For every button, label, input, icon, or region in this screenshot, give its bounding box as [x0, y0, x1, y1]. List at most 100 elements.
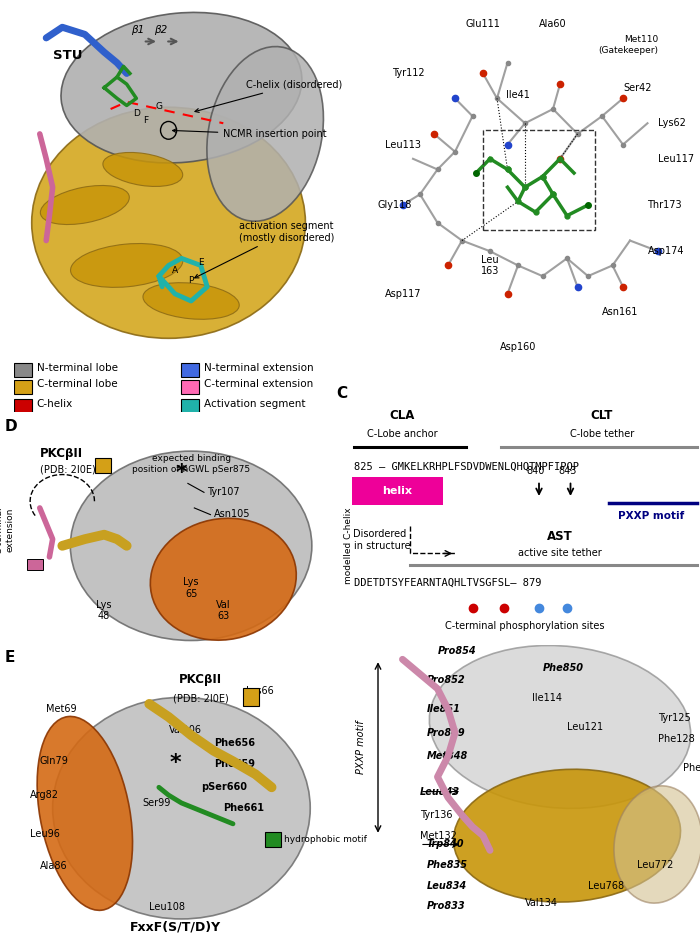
Text: NCMR insertion point: NCMR insertion point: [173, 129, 327, 139]
Bar: [483, 131, 595, 230]
Text: Asn105: Asn105: [214, 509, 250, 519]
Text: Leu96: Leu96: [30, 830, 60, 839]
Text: Phe128: Phe128: [658, 734, 694, 743]
Text: Ser99: Ser99: [143, 798, 172, 808]
Text: PKCβII: PKCβII: [40, 447, 83, 460]
Text: E: E: [198, 259, 204, 267]
Text: C-terminal extension: C-terminal extension: [204, 379, 313, 390]
Text: activation segment
(mostly disordered): activation segment (mostly disordered): [195, 221, 335, 278]
Text: Ala86: Ala86: [40, 861, 67, 870]
Text: Phe850: Phe850: [542, 664, 584, 673]
Text: Thr173: Thr173: [648, 200, 682, 210]
Text: PXXP motif: PXXP motif: [356, 720, 365, 775]
Text: (PDB: 2I0E): (PDB: 2I0E): [40, 465, 95, 474]
Text: Lys66: Lys66: [246, 685, 274, 696]
Text: Phe771: Phe771: [682, 763, 700, 773]
Text: Phe656: Phe656: [214, 738, 255, 748]
Text: Glu111: Glu111: [466, 19, 500, 28]
Text: expected binding
position of hGWL pSer875: expected binding position of hGWL pSer87…: [132, 454, 250, 474]
Text: Leu113: Leu113: [385, 139, 421, 150]
Bar: [243, 688, 259, 706]
Text: C-Lobe anchor: C-Lobe anchor: [368, 429, 438, 440]
Text: β1: β1: [132, 25, 145, 34]
Ellipse shape: [143, 283, 239, 319]
Ellipse shape: [52, 698, 310, 919]
Text: Arg82: Arg82: [30, 790, 59, 800]
Text: Leu117: Leu117: [658, 154, 694, 164]
Text: Lys
65: Lys 65: [183, 577, 199, 599]
Text: C-lobe tether: C-lobe tether: [570, 429, 634, 440]
Ellipse shape: [614, 786, 700, 903]
Ellipse shape: [103, 153, 183, 187]
Text: Leu108: Leu108: [149, 902, 186, 912]
Text: Pro849: Pro849: [427, 728, 466, 738]
Text: Met132: Met132: [420, 830, 457, 841]
Text: Tyr107: Tyr107: [207, 486, 240, 497]
Text: Disordered
in structure: Disordered in structure: [354, 529, 410, 551]
Text: Leu768: Leu768: [588, 881, 624, 890]
Text: (PDB: 2I0E): (PDB: 2I0E): [173, 693, 229, 703]
Text: β2: β2: [154, 25, 167, 34]
Ellipse shape: [150, 519, 296, 640]
Ellipse shape: [207, 46, 323, 221]
Text: FxxF(S/T/D)Y: FxxF(S/T/D)Y: [130, 921, 220, 934]
Text: Leu772: Leu772: [637, 860, 673, 870]
Text: P: P: [188, 276, 194, 285]
Text: E: E: [4, 649, 15, 665]
Text: *: *: [169, 753, 181, 773]
Bar: [181, 379, 200, 394]
Text: Val106: Val106: [169, 725, 202, 735]
Text: PKCβII: PKCβII: [179, 673, 223, 686]
Text: Asn161: Asn161: [602, 306, 638, 317]
Text: A: A: [172, 265, 178, 275]
Ellipse shape: [454, 769, 680, 902]
Ellipse shape: [32, 107, 305, 338]
Text: Leu
163: Leu 163: [481, 255, 499, 276]
Bar: [27, 559, 43, 571]
Text: pSer660: pSer660: [201, 782, 247, 793]
Text: CLA: CLA: [390, 410, 415, 422]
Text: modelled C-helix: modelled C-helix: [344, 507, 354, 584]
Text: Val
63: Val 63: [216, 600, 230, 621]
Text: Trp840: Trp840: [427, 840, 465, 849]
Text: Asp174: Asp174: [648, 246, 684, 256]
Text: Val134: Val134: [525, 899, 558, 908]
Text: STU: STU: [52, 49, 82, 63]
Ellipse shape: [41, 186, 130, 225]
Text: Tyr125: Tyr125: [658, 713, 691, 723]
Text: Pro852: Pro852: [427, 675, 466, 684]
Text: Phe835: Phe835: [427, 860, 468, 870]
Text: 840: 840: [526, 466, 545, 476]
Text: DDETDTSYFEARNTAQHLTVSGFSL— 879: DDETDTSYFEARNTAQHLTVSGFSL— 879: [354, 578, 541, 588]
FancyBboxPatch shape: [351, 477, 442, 504]
Text: Gln79: Gln79: [40, 757, 69, 766]
Text: Ile114: Ile114: [532, 693, 562, 702]
Text: PXXP motif: PXXP motif: [618, 511, 684, 521]
Text: Ser42: Ser42: [623, 82, 652, 93]
Text: Ala60: Ala60: [539, 19, 567, 28]
Text: C-terminal lobe: C-terminal lobe: [36, 379, 117, 390]
Text: CLT: CLT: [591, 410, 613, 422]
Text: C-terminal phosphorylation sites: C-terminal phosphorylation sites: [445, 621, 605, 630]
Ellipse shape: [71, 244, 183, 287]
Text: C: C: [336, 386, 347, 401]
Bar: [14, 399, 32, 414]
Text: Asp117: Asp117: [385, 289, 421, 299]
Text: Pro833: Pro833: [427, 902, 466, 911]
Text: Met110
(Gatekeeper): Met110 (Gatekeeper): [598, 35, 658, 55]
Text: 825 — GMKELKRHPLFSDVDWENLQHQTMPFIPQP: 825 — GMKELKRHPLFSDVDWENLQHQTMPFIPQP: [354, 462, 578, 472]
Text: Leu121: Leu121: [567, 722, 603, 732]
Text: Tyr136: Tyr136: [420, 811, 452, 820]
Text: modelled C-helix: modelled C-helix: [0, 770, 2, 847]
Text: G: G: [155, 102, 162, 111]
Text: *: *: [176, 463, 188, 483]
Text: C-helix: C-helix: [36, 399, 73, 409]
Bar: [14, 379, 32, 394]
Text: Phe659: Phe659: [214, 758, 255, 769]
Text: Activation segment: Activation segment: [204, 399, 305, 409]
Bar: [14, 363, 32, 377]
Bar: [181, 399, 200, 414]
Text: D: D: [4, 419, 17, 434]
Text: D: D: [133, 109, 140, 118]
Text: F: F: [144, 117, 148, 125]
